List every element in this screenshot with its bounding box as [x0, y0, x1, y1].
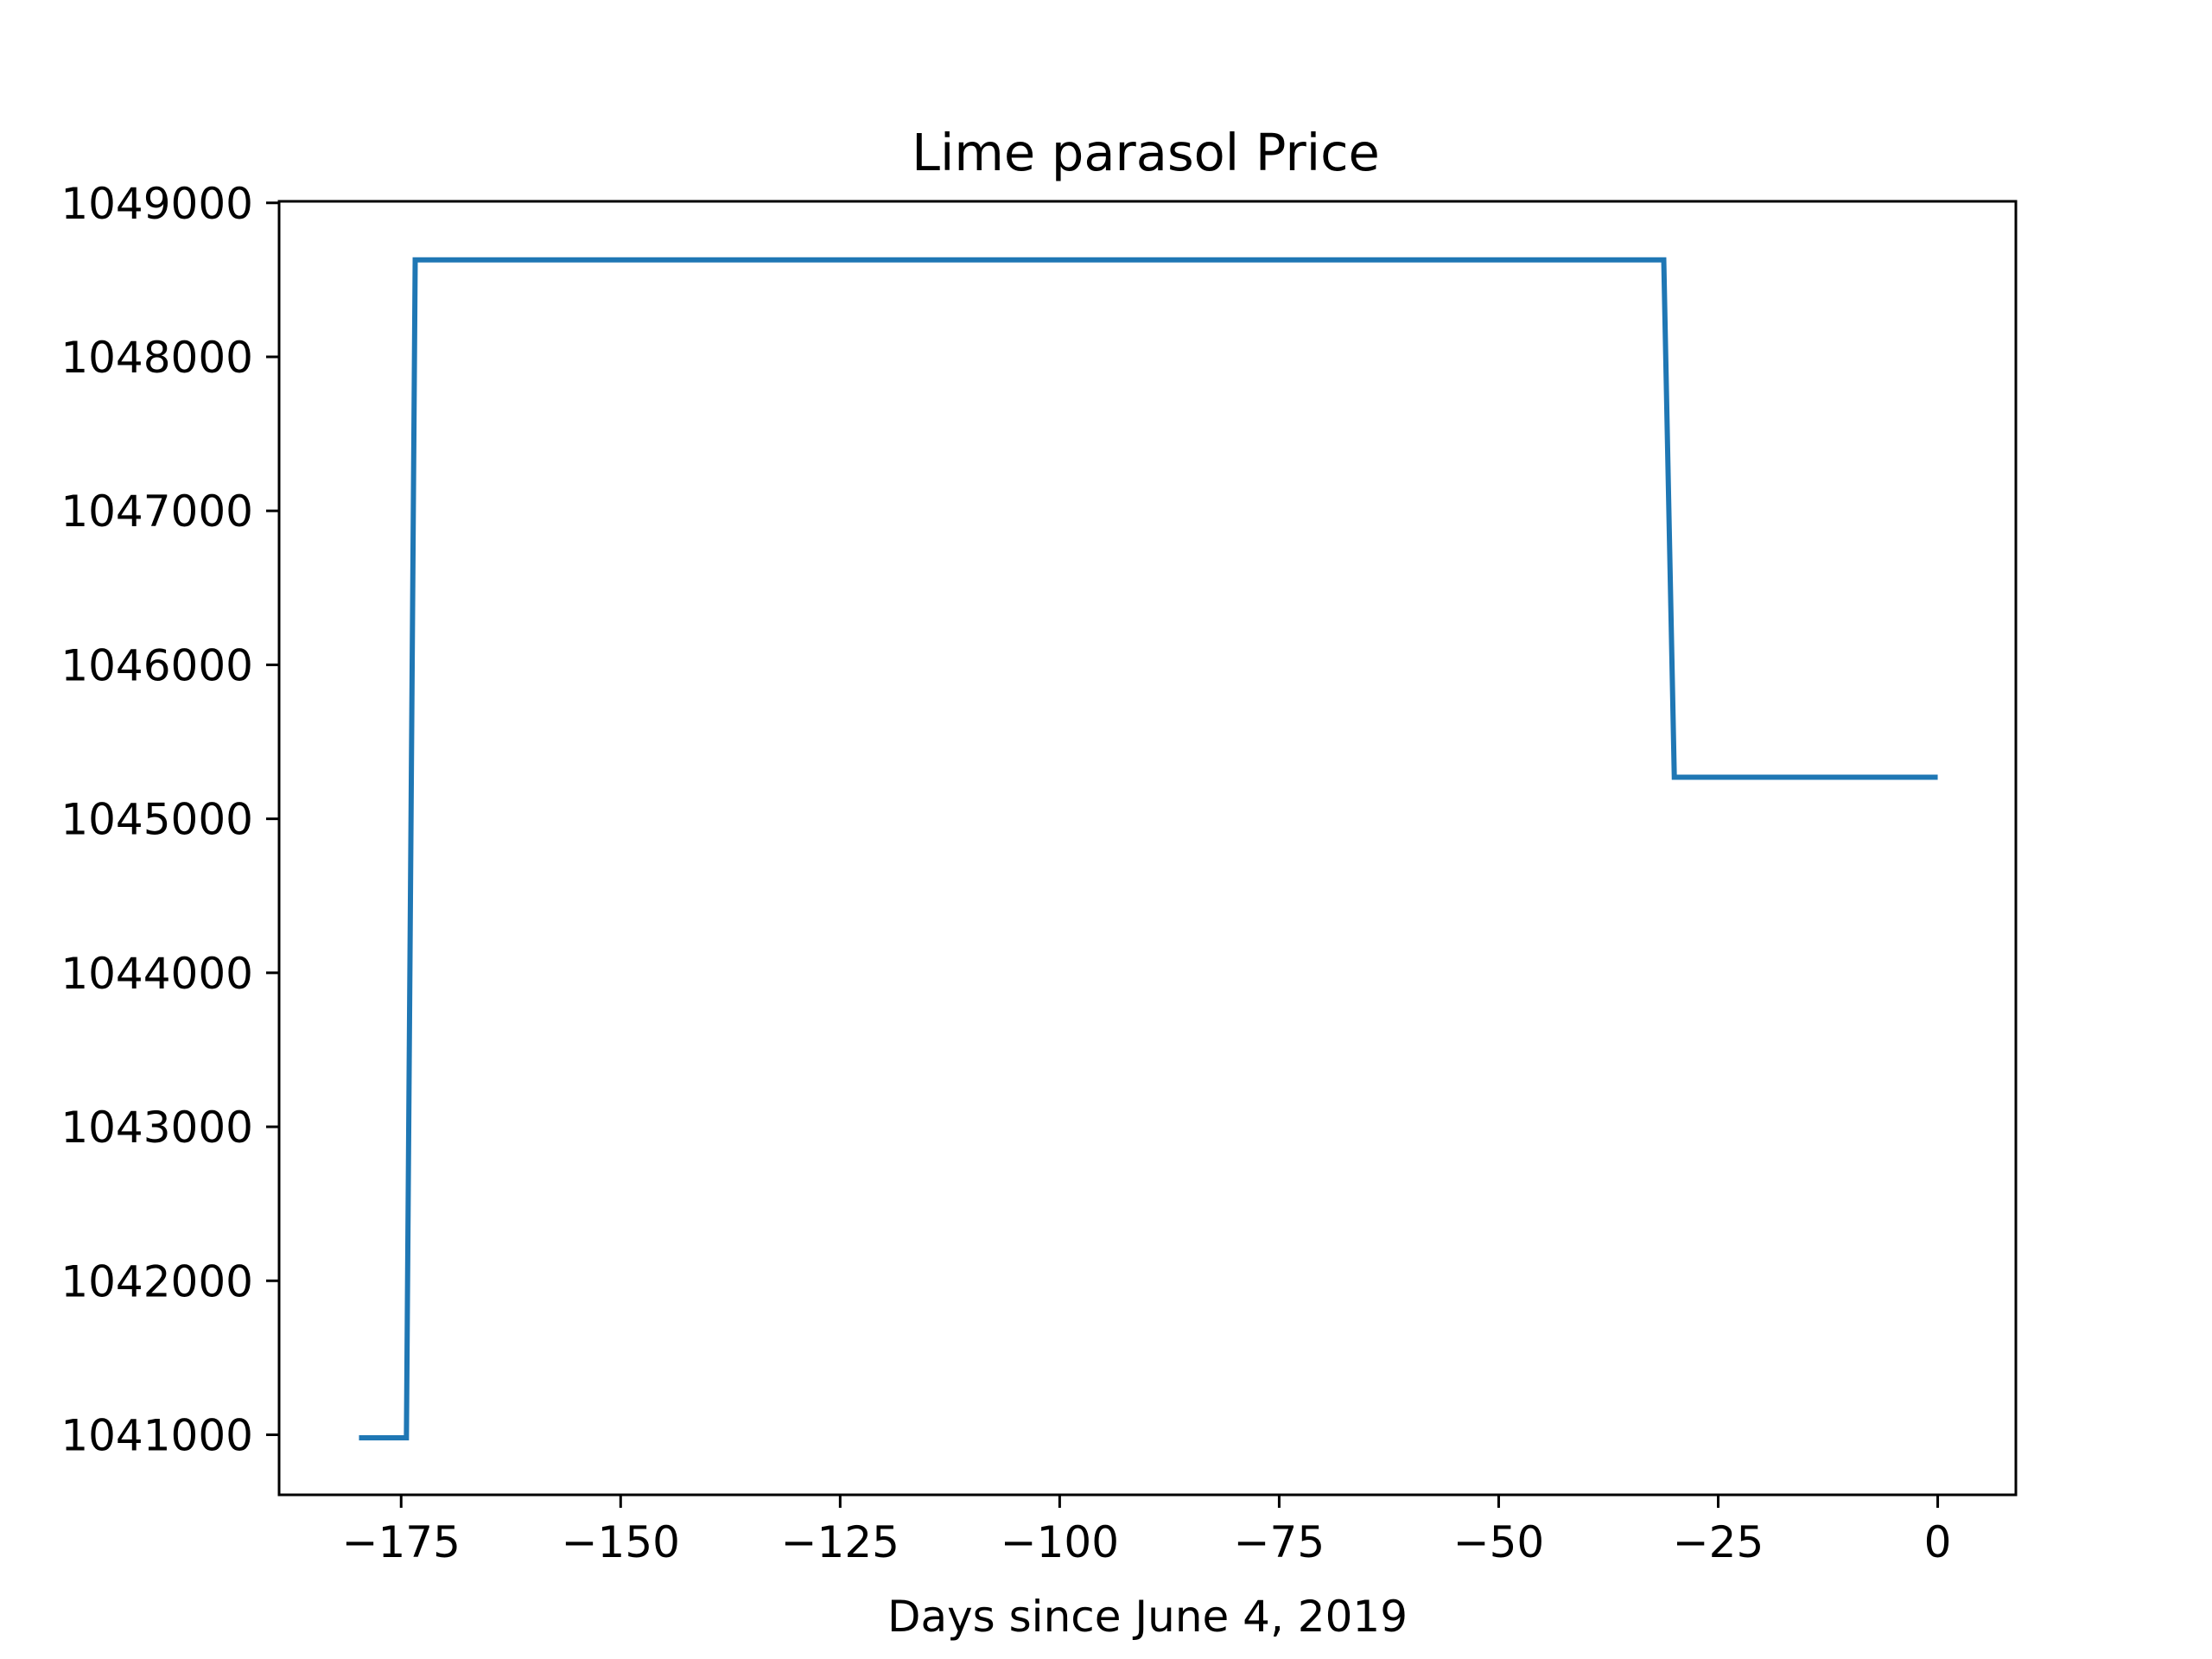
- x-tick-label: −50: [1453, 1517, 1545, 1567]
- x-tick-label: −175: [342, 1517, 461, 1567]
- x-tick-label: 0: [1924, 1517, 1952, 1567]
- y-tick-label: 1049000: [60, 179, 253, 229]
- series-layer: [359, 257, 1938, 1441]
- y-tick-label: 1047000: [60, 486, 253, 537]
- x-axis-label: Days since June 4, 2019: [887, 1592, 1408, 1642]
- y-tick-label: 1048000: [60, 333, 253, 383]
- x-tick-label: −125: [781, 1517, 899, 1567]
- series-line-1: [359, 257, 1938, 1441]
- y-tick-label: 1045000: [60, 795, 253, 845]
- y-axis: 1041000 1042000 1043000 1044000 1045000 10460…: [60, 179, 279, 1460]
- x-tick-label: −150: [562, 1517, 680, 1567]
- x-tick-label: −100: [1001, 1517, 1119, 1567]
- y-tick-label: 1044000: [60, 949, 253, 999]
- y-tick-label: 1042000: [60, 1256, 253, 1306]
- x-axis: −175 −150 −125 −100 −75 −50 −25 0: [342, 1495, 1952, 1567]
- y-tick-label: 1046000: [60, 640, 253, 690]
- x-tick-label: −75: [1234, 1517, 1325, 1567]
- chart-title: Lime parasol Price: [912, 123, 1380, 182]
- y-tick-label: 1041000: [60, 1410, 253, 1460]
- x-tick-label: −25: [1673, 1517, 1764, 1567]
- y-tick-label: 1043000: [60, 1103, 253, 1153]
- plot-frame: [277, 200, 2018, 1497]
